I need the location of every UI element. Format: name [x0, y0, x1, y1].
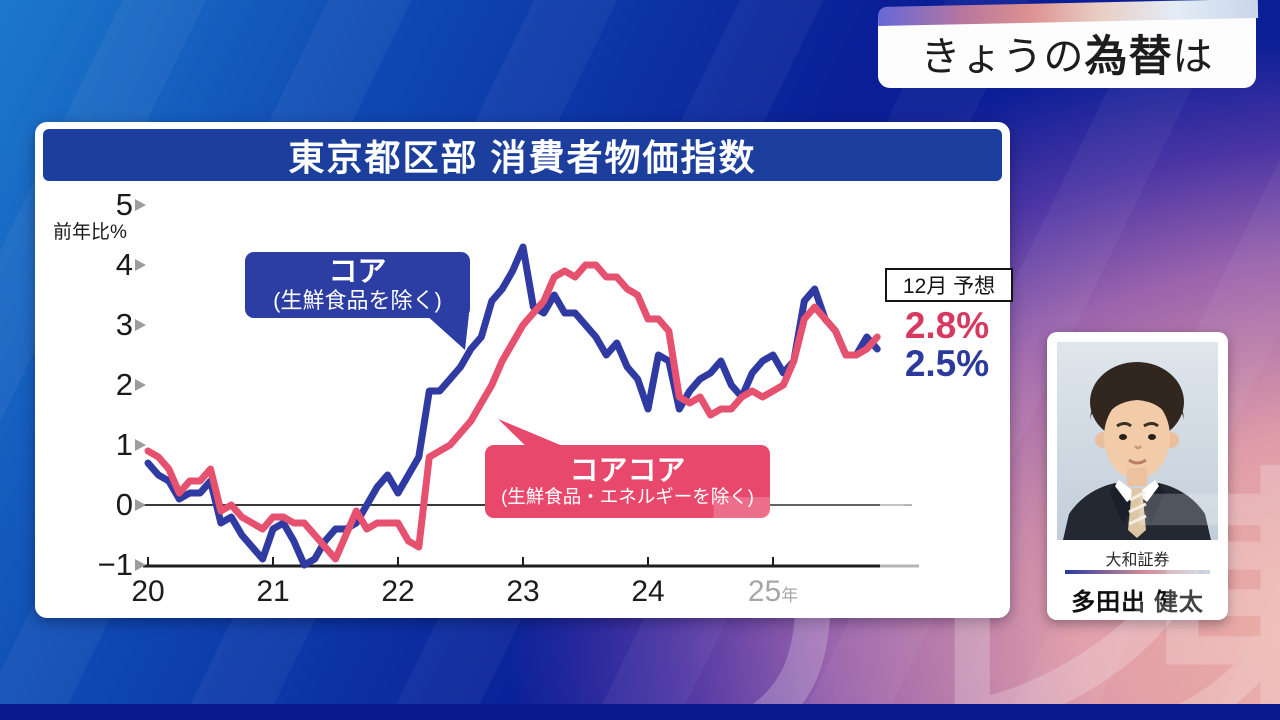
- y-axis-tick-label: 1: [115, 427, 133, 462]
- x-axis-tick-label: 24: [631, 575, 665, 608]
- y-axis-tick-label: 2: [115, 367, 133, 402]
- analyst-portrait-illustration: [1057, 342, 1218, 540]
- y-axis-tick-label: 4: [115, 247, 133, 282]
- corecore-label-subtitle: (生鮮食品・エネルギーを除く): [501, 486, 754, 508]
- bottom-frame-band: [0, 704, 1280, 720]
- cpi-chart-card: 東京都区部 消費者物価指数 5 4 3 2 1 0 −1 前年比% 20 21 22 23 24 25…: [35, 122, 1013, 618]
- program-header: きょうの 為替は: [878, 17, 1256, 88]
- forecast-value-corecore: 2.8%: [904, 305, 990, 346]
- x-axis-tick-label: 20: [131, 575, 165, 608]
- analyst-name: 多田出 健太: [1071, 589, 1204, 616]
- analyst-card: 大和証券 多田出 健太: [1047, 332, 1228, 620]
- cpi-line-chart: [135, 199, 919, 571]
- y-axis-unit-label: 前年比%: [53, 222, 127, 243]
- y-axis-tick-label: 3: [115, 307, 133, 342]
- analyst-company: 大和証券: [1105, 552, 1170, 569]
- chart-title-banner: 東京都区部 消費者物価指数: [43, 129, 1002, 181]
- x-axis-tick-label: 22: [381, 575, 415, 608]
- analyst-photo: [1057, 342, 1218, 540]
- x-axis-tick-label: 21: [256, 575, 290, 608]
- forecast-value-core: 2.5%: [904, 343, 990, 384]
- analyst-divider: [1065, 570, 1210, 574]
- core-label-title: コア: [328, 256, 387, 289]
- header-text-pre: きょうの: [920, 34, 1085, 79]
- core-series-label: コア (生鮮食品を除く): [245, 252, 470, 318]
- y-axis-tick-label: −1: [97, 547, 133, 582]
- corecore-label-title: コアコア: [569, 454, 686, 487]
- y-axis-tick-label: 5: [115, 187, 133, 222]
- header-text-post: は: [1172, 34, 1214, 79]
- x-axis-tick-label: 23: [506, 575, 540, 608]
- forecast-month-badge: 12月 予想: [885, 268, 1013, 302]
- header-text-emphasis: 為替: [1084, 32, 1173, 81]
- x-axis-tick-label: 25年: [747, 575, 799, 608]
- corecore-series-label: コアコア (生鮮食品・エネルギーを除く): [485, 445, 770, 518]
- y-axis-tick-label: 0: [115, 487, 133, 522]
- core-label-subtitle: (生鮮食品を除く): [273, 287, 442, 313]
